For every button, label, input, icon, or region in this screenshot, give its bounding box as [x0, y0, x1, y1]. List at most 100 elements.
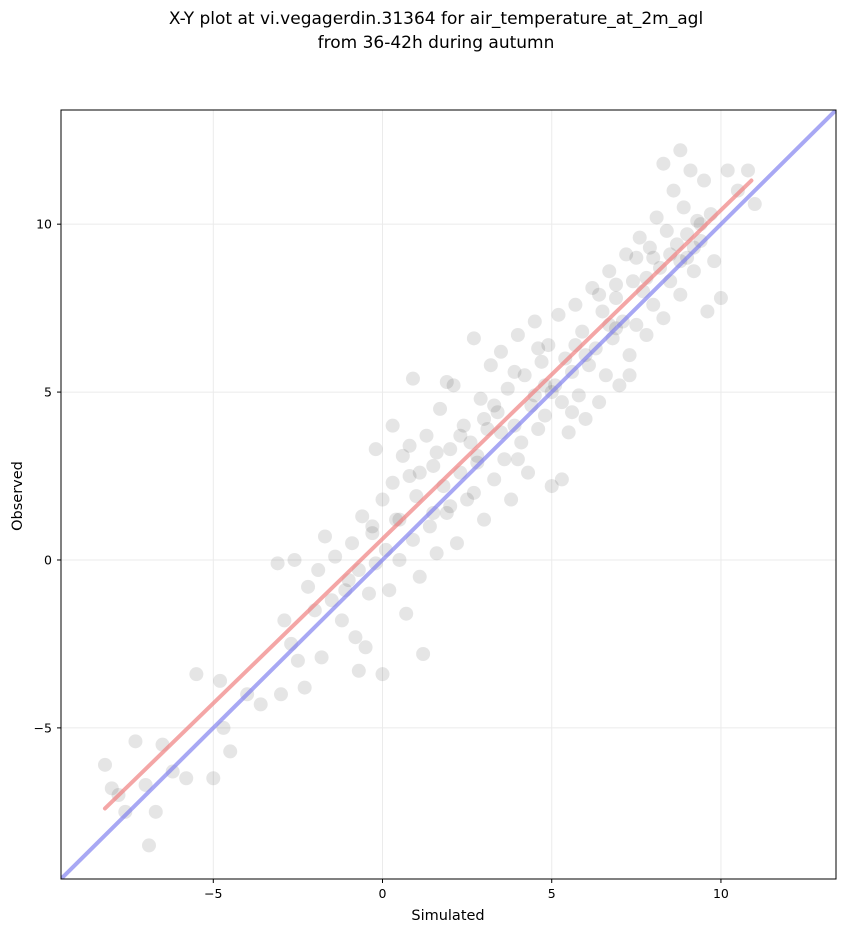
data-point: [537, 408, 552, 423]
data-point: [683, 163, 698, 178]
data-point: [713, 291, 728, 306]
data-point: [625, 274, 640, 289]
data-point: [409, 489, 424, 504]
data-point: [487, 398, 502, 413]
data-point: [565, 405, 580, 420]
data-point: [666, 183, 681, 198]
data-point: [128, 734, 143, 749]
data-point: [659, 223, 674, 238]
data-point: [148, 804, 163, 819]
data-point: [392, 552, 407, 567]
data-point: [548, 378, 563, 393]
data-point: [642, 240, 657, 255]
data-point: [470, 455, 485, 470]
data-point: [405, 371, 420, 386]
data-point: [426, 505, 441, 520]
chart-title-line-1: X-Y plot at vi.vegagerdin.31364 for air_…: [169, 9, 703, 29]
data-point: [568, 297, 583, 312]
data-point: [598, 368, 613, 383]
data-point: [673, 143, 688, 158]
data-point: [273, 687, 288, 702]
data-point: [527, 314, 542, 329]
data-point: [429, 445, 444, 460]
data-point: [385, 475, 400, 490]
data-point: [510, 452, 525, 467]
data-point: [165, 764, 180, 779]
data-point: [368, 442, 383, 457]
data-point: [490, 405, 505, 420]
data-point: [118, 804, 133, 819]
data-point: [531, 341, 546, 356]
data-point: [328, 549, 343, 564]
data-point: [375, 492, 390, 507]
data-point: [439, 375, 454, 390]
data-point: [412, 569, 427, 584]
data-point: [395, 448, 410, 463]
data-point: [741, 163, 756, 178]
data-point: [189, 667, 204, 682]
data-point: [578, 348, 593, 363]
data-point: [578, 411, 593, 426]
plot-frame: [60, 109, 837, 880]
data-point: [456, 418, 471, 433]
data-point: [622, 348, 637, 363]
data-point: [507, 364, 522, 379]
data-point: [460, 492, 475, 507]
data-point: [497, 452, 512, 467]
data-point: [412, 465, 427, 480]
data-point: [375, 667, 390, 682]
data-point: [534, 354, 549, 369]
data-point: [223, 744, 238, 759]
data-point: [612, 378, 627, 393]
data-point: [104, 781, 119, 796]
data-point: [602, 264, 617, 279]
data-point: [571, 388, 586, 403]
x-tick-label: 5: [548, 886, 556, 901]
data-point: [453, 428, 468, 443]
data-point: [656, 156, 671, 171]
data-point: [141, 838, 156, 853]
data-point: [581, 358, 596, 373]
data-point: [673, 287, 688, 302]
reference-lines: [61, 110, 836, 879]
data-point: [541, 338, 556, 353]
data-point: [544, 479, 559, 494]
y-axis-ticks: −5 0 5 10: [34, 217, 61, 735]
data-point: [365, 519, 380, 534]
data-point: [253, 697, 268, 712]
data-point: [270, 556, 285, 571]
data-point: [629, 250, 644, 265]
data-point: [402, 438, 417, 453]
data-point: [693, 233, 708, 248]
data-point: [686, 264, 701, 279]
data-point: [592, 287, 607, 302]
data-point: [439, 505, 454, 520]
data-point: [433, 401, 448, 416]
data-point: [277, 613, 292, 628]
data-point: [365, 526, 380, 541]
x-tick-label: 0: [379, 886, 387, 901]
data-point: [609, 291, 624, 306]
data-point: [324, 593, 339, 608]
data-point: [385, 418, 400, 433]
data-point: [646, 297, 661, 312]
data-point: [179, 771, 194, 786]
data-point: [477, 411, 492, 426]
data-point: [213, 673, 228, 688]
data-point: [673, 254, 688, 269]
data-point: [351, 663, 366, 678]
data-point: [656, 311, 671, 326]
x-tick-label: 10: [713, 886, 729, 901]
data-point: [334, 613, 349, 628]
data-point: [483, 358, 498, 373]
data-point: [629, 317, 644, 332]
data-point: [619, 247, 634, 262]
regression-line: [102, 178, 754, 811]
data-point: [622, 368, 637, 383]
y-tick-label: 0: [44, 552, 52, 567]
data-point: [368, 556, 383, 571]
data-point: [649, 210, 664, 225]
data-point: [345, 536, 360, 551]
data-point: [632, 230, 647, 245]
x-tick-label: −5: [204, 886, 222, 901]
